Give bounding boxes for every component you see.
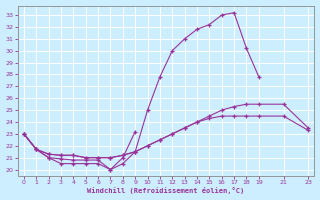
X-axis label: Windchill (Refroidissement éolien,°C): Windchill (Refroidissement éolien,°C) xyxy=(87,187,245,194)
